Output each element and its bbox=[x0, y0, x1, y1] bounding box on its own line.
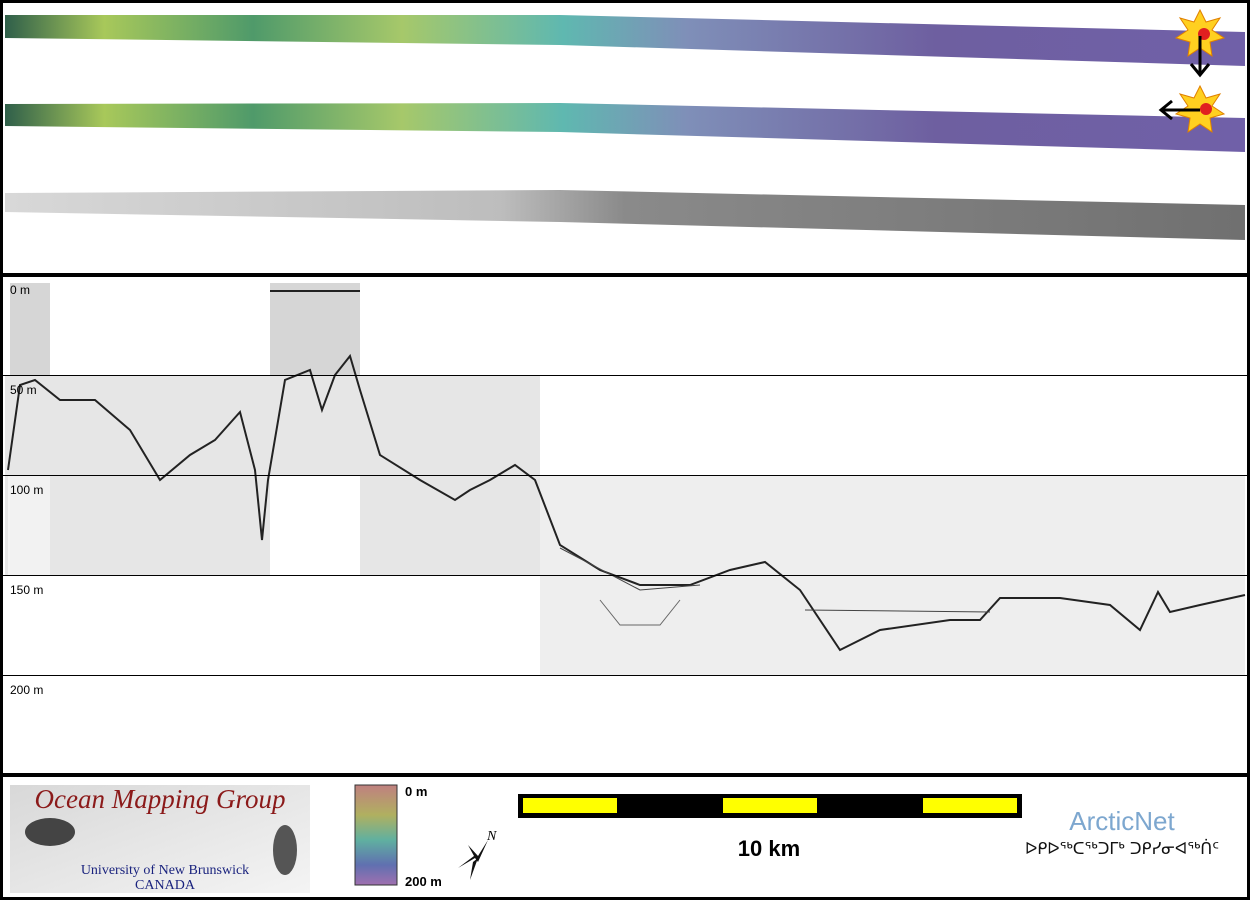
scale-bar bbox=[518, 794, 1022, 818]
compass: N bbox=[458, 829, 497, 880]
logo-country: CANADA bbox=[135, 878, 196, 893]
colorbar-label: 0 m bbox=[405, 784, 427, 799]
depth-label: 150 m bbox=[10, 583, 43, 597]
colorbar bbox=[354, 784, 398, 886]
depth-label: 200 m bbox=[10, 683, 43, 697]
bathymetry-swath bbox=[5, 103, 1245, 152]
logo-university: University of New Brunswick bbox=[81, 863, 249, 878]
depth-label: 100 m bbox=[10, 483, 43, 497]
partner-name: ArcticNet bbox=[1069, 806, 1175, 836]
partner-syllabics: ᐅᑭᐅᖅᑕᖅᑐᒥᒃ ᑐᑭᓯᓂᐊᖅᑏᑦ bbox=[1025, 839, 1219, 858]
depth-lines bbox=[0, 375, 1250, 676]
bathymetry-swath bbox=[5, 15, 1245, 66]
logo-title: Ocean Mapping Group bbox=[35, 784, 286, 814]
omg-logo: Ocean Mapping Group University of New Br… bbox=[10, 784, 310, 893]
marker bbox=[1158, 8, 1226, 134]
compass-label: N bbox=[486, 829, 497, 844]
depth-label: 0 m bbox=[10, 283, 30, 297]
backscatter-swath bbox=[5, 190, 1245, 240]
scale-label: 10 km bbox=[738, 836, 800, 861]
colorbar-label: 200 m bbox=[405, 874, 442, 889]
sub-bottom-profile bbox=[5, 283, 1246, 675]
depth-label: 50 m bbox=[10, 383, 37, 397]
